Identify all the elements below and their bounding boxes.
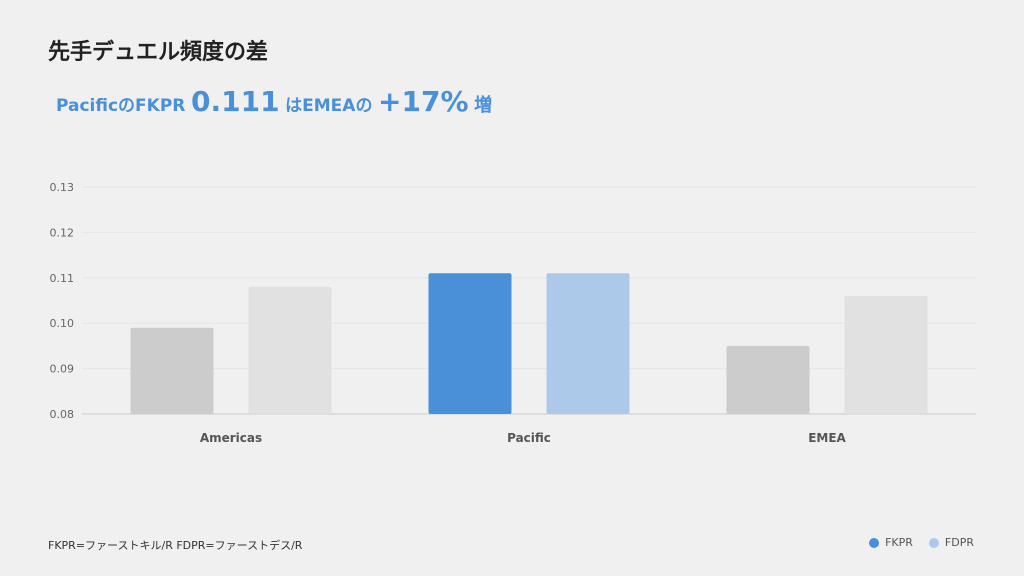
legend-item-fdpr: FDPR xyxy=(928,536,974,549)
legend-swatch-fkpr xyxy=(869,537,880,548)
footnote: FKPR=ファーストキル/R FDPR=ファーストデス/R xyxy=(48,539,303,552)
legend-label-fkpr: FKPR xyxy=(885,536,913,549)
legend-label-fdpr: FDPR xyxy=(944,536,974,549)
bar-americas-fdpr xyxy=(248,286,332,414)
bar-emea-fdpr xyxy=(844,295,928,414)
headline-value: 0.111 xyxy=(190,85,280,118)
page-title: 先手デュエル頻度の差 xyxy=(48,40,269,65)
y-tick-label: 0.13 xyxy=(50,181,75,194)
y-tick-label: 0.10 xyxy=(50,317,75,330)
headline-middle: はEMEAの xyxy=(285,96,373,116)
headline-suffix: 増 xyxy=(474,95,493,116)
headline-delta: +17% xyxy=(378,85,469,118)
x-tick-label: Americas xyxy=(200,431,262,445)
x-tick-label: EMEA xyxy=(808,431,846,445)
headline-prefix: PacificのFKPR xyxy=(56,96,186,116)
bar-emea-fkpr xyxy=(726,345,810,414)
y-tick-label: 0.12 xyxy=(50,226,75,239)
headline: PacificのFKPR 0.111 はEMEAの +17% 増 xyxy=(56,84,492,124)
y-tick-label: 0.09 xyxy=(50,363,75,376)
legend-item-fkpr: FKPR xyxy=(869,536,913,549)
y-tick-label: 0.08 xyxy=(50,408,75,421)
legend: FKPR FDPR xyxy=(853,536,974,549)
y-tick-label: 0.11 xyxy=(50,272,75,285)
bar-pacific-fdpr xyxy=(546,273,630,414)
bar-americas-fkpr xyxy=(130,327,214,414)
x-tick-label: Pacific xyxy=(507,431,551,445)
legend-swatch-fdpr xyxy=(928,537,939,548)
bar-pacific-fkpr xyxy=(428,273,512,414)
